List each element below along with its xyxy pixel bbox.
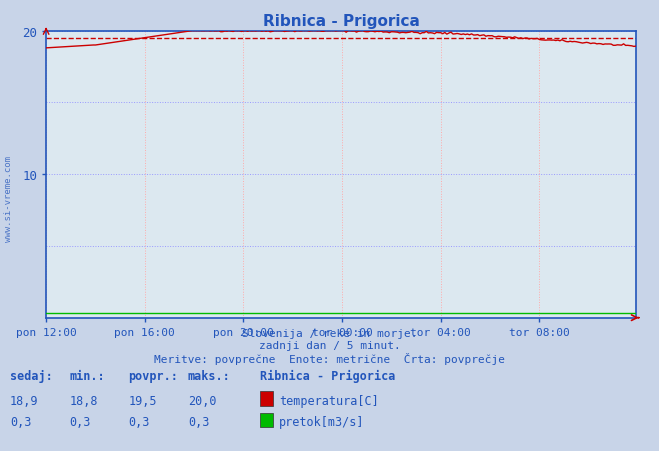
Text: min.:: min.: xyxy=(69,369,105,382)
Text: 18,9: 18,9 xyxy=(10,394,38,407)
Text: 0,3: 0,3 xyxy=(188,415,209,428)
Text: Meritve: povprečne  Enote: metrične  Črta: povprečje: Meritve: povprečne Enote: metrične Črta:… xyxy=(154,353,505,365)
Text: 19,5: 19,5 xyxy=(129,394,157,407)
Text: 0,3: 0,3 xyxy=(10,415,31,428)
Text: 18,8: 18,8 xyxy=(69,394,98,407)
Text: 20,0: 20,0 xyxy=(188,394,216,407)
Text: Ribnica - Prigorica: Ribnica - Prigorica xyxy=(260,369,395,382)
Text: 0,3: 0,3 xyxy=(129,415,150,428)
Text: zadnji dan / 5 minut.: zadnji dan / 5 minut. xyxy=(258,341,401,350)
Text: Slovenija / reke in morje.: Slovenija / reke in morje. xyxy=(242,328,417,338)
Text: www.si-vreme.com: www.si-vreme.com xyxy=(4,156,13,241)
Text: maks.:: maks.: xyxy=(188,369,231,382)
Title: Ribnica - Prigorica: Ribnica - Prigorica xyxy=(262,14,420,29)
Text: povpr.:: povpr.: xyxy=(129,369,179,382)
Text: pretok[m3/s]: pretok[m3/s] xyxy=(279,415,364,428)
Text: temperatura[C]: temperatura[C] xyxy=(279,394,378,407)
Text: sedaj:: sedaj: xyxy=(10,369,53,382)
Text: 0,3: 0,3 xyxy=(69,415,90,428)
